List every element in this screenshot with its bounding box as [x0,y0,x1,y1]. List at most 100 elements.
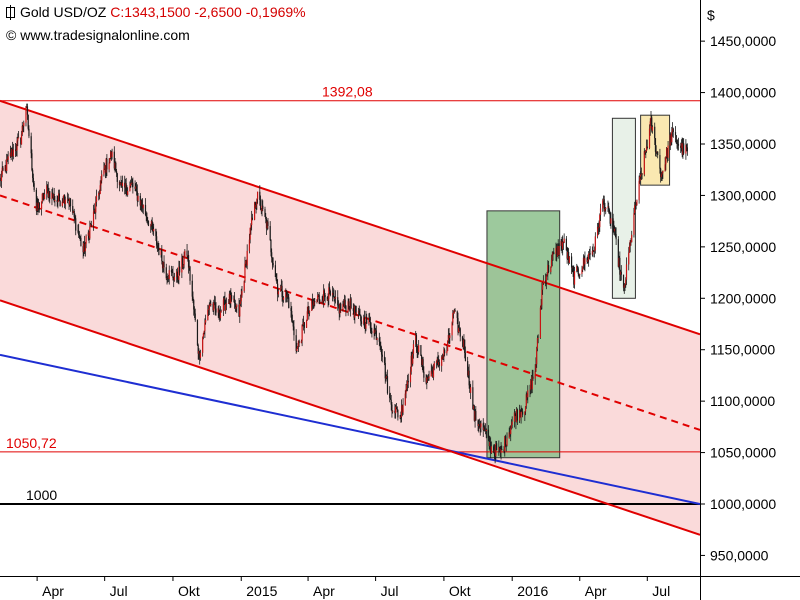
candle-body [560,240,562,246]
candle-body [563,238,565,243]
candle-body [150,220,153,226]
candle-body [308,306,310,313]
candle-body [189,266,191,281]
candle-body [285,292,288,297]
candle-body [145,215,147,217]
candle-body [178,266,180,280]
candle-body [94,210,96,213]
candle-body [147,220,149,222]
candle-body [213,302,216,304]
candle-body [552,252,554,255]
candle-body [660,168,662,178]
candle-body [254,202,256,220]
candle-body [389,398,392,400]
axis-corner [701,577,800,600]
candle-body [477,420,479,427]
chart-header: Gold USD/OZ C:1343,1500 -2,6500 -0,1969% [6,4,306,20]
candle-body [228,303,230,304]
candle-body [350,298,352,309]
candle-body [461,336,464,341]
candle-body [467,361,469,376]
candle-body [288,297,290,309]
candle-body [135,186,137,189]
candle-body [662,170,664,173]
candle-body [406,384,408,389]
candle-body [132,182,134,187]
candle-body [589,253,591,255]
candle-body [561,240,563,250]
candle-body [192,296,194,301]
candle-body [598,227,600,229]
candle-body [215,308,217,313]
candle-body [505,445,507,447]
candle-body [57,201,59,203]
candle-body [499,447,501,453]
candle-body [290,308,292,311]
candle-body [493,450,495,453]
candle-body [126,190,128,195]
candle-body [605,207,607,209]
candle-body [447,335,449,342]
candle-body [193,300,195,310]
candle-body [501,449,503,450]
candle-body [33,183,35,190]
candle-body [438,362,441,366]
candle-body [264,209,266,217]
candle-body [376,338,378,340]
candle-body [42,193,44,194]
candle-body [38,202,40,209]
candle-body [25,106,27,123]
candle-body [119,182,121,186]
candle-body [672,128,674,133]
candle-body [680,145,682,149]
candle-body [160,250,162,255]
candle-body [680,143,683,149]
candle-body [118,181,121,186]
candle-body [511,421,513,426]
y-tick-label: 1250,0000 [710,239,776,255]
candle-body [4,165,6,171]
candle-body [614,228,616,232]
candle-body [101,174,103,181]
x-tick-label: Jul [110,583,128,599]
candle-body [456,311,458,319]
candle-body [358,310,360,315]
candle-body [150,225,152,227]
candle-body [182,257,184,267]
candle-body [146,216,148,221]
candle-body [78,230,80,236]
candle-body [509,432,511,435]
candle-body [293,326,295,336]
candle-body [641,173,643,175]
candle-body [412,344,415,354]
candle-body [77,230,79,232]
candle-body [677,143,679,145]
candle-body [158,247,160,255]
candle-body [72,210,75,213]
candle-body [301,324,303,341]
candle-body [514,412,516,416]
x-tick-label: Apr [585,583,607,599]
candle-body [259,199,262,210]
candle-body [449,335,451,338]
candle-body [144,204,147,216]
candle-body [152,226,154,232]
candle-body [421,359,423,366]
candle-body [547,265,550,273]
candle-body [280,285,282,290]
y-tick-label: 1350,0000 [710,136,776,152]
candle-body [303,322,305,325]
candle-body [182,264,184,267]
candle-body [650,117,652,122]
y-tick-label: 1300,0000 [710,187,776,203]
candle-body [483,427,485,431]
candle-body [556,246,559,257]
candle-body [510,428,512,435]
candle-body [38,202,40,209]
candle-body [666,148,668,158]
candle-body [292,321,294,327]
candle-body [125,183,127,191]
candle-body [11,148,13,157]
candle-body [566,250,568,259]
candle-body [484,427,486,430]
